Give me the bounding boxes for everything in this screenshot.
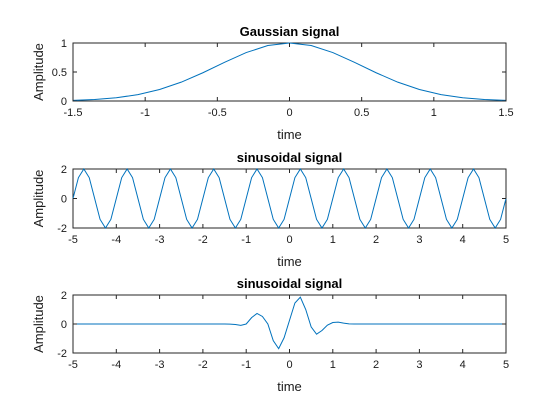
x-tick-label: -1 xyxy=(140,107,150,119)
subplot-2: -5 -4 -3 -2 -1 0 1 2 3 4 5 -2 0 2 sinusoidal signal tim… xyxy=(31,150,509,269)
x-tick-label: -4 xyxy=(111,234,121,246)
x-tick-label: 1.5 xyxy=(498,107,513,119)
y-axis-label: Amplitude xyxy=(31,43,46,101)
x-axis-label: time xyxy=(277,127,302,142)
x-tick-label: -1 xyxy=(241,234,251,246)
x-tick-label: 0.5 xyxy=(354,107,369,119)
series-line xyxy=(73,296,506,350)
x-tick-label: 2 xyxy=(373,359,379,371)
y-tick-label: -2 xyxy=(57,348,67,360)
x-tick-label: 0 xyxy=(286,107,292,119)
x-tick-label: -5 xyxy=(68,234,78,246)
x-tick-label: -5 xyxy=(68,359,78,371)
y-tick-label: 0.5 xyxy=(52,67,67,79)
x-tick-label: 1 xyxy=(431,107,437,119)
x-axis-label: time xyxy=(277,379,302,394)
chart-title: sinusoidal signal xyxy=(237,276,342,291)
x-tick-label: 4 xyxy=(460,234,466,246)
x-tick-label: -0.5 xyxy=(208,107,227,119)
x-tick-label: 1 xyxy=(330,234,336,246)
y-tick-label: 0 xyxy=(61,96,67,108)
y-tick-label: -2 xyxy=(57,223,67,235)
x-tick-label: 5 xyxy=(503,359,509,371)
x-tick-label: 2 xyxy=(373,234,379,246)
x-tick-label: -2 xyxy=(198,234,208,246)
x-tick-label: -1 xyxy=(241,359,251,371)
series-line xyxy=(72,168,507,229)
x-tick-label: -1.5 xyxy=(64,107,83,119)
x-tick-label: 3 xyxy=(416,234,422,246)
chart-title: sinusoidal signal xyxy=(237,150,342,165)
x-axis-label: time xyxy=(277,254,302,269)
x-tick-label: 5 xyxy=(503,234,509,246)
y-tick-label: 2 xyxy=(61,164,67,176)
x-tick-label: 0 xyxy=(286,234,292,246)
x-tick-label: -4 xyxy=(111,359,121,371)
y-tick-label: 0 xyxy=(61,194,67,206)
subplot-3: -5 -4 -3 -2 -1 0 1 2 3 4 5 -2 0 2 sinusoidal signal tim… xyxy=(31,276,509,394)
y-tick-label: 0 xyxy=(61,319,67,331)
axes-frame xyxy=(72,42,507,102)
x-tick-label: 4 xyxy=(460,359,466,371)
x-tick-label: -2 xyxy=(198,359,208,371)
x-tick-label: 0 xyxy=(286,359,292,371)
x-tick-label: -3 xyxy=(155,359,165,371)
x-tick-label: 3 xyxy=(416,359,422,371)
subplot-1: -1.5 -1 -0.5 0 0.5 1 1.5 0 0.5 1 Gaussian signal ti… xyxy=(31,24,514,142)
y-axis-label: Amplitude xyxy=(31,295,46,353)
y-axis-label: Amplitude xyxy=(31,170,46,228)
x-tick-label: 1 xyxy=(330,359,336,371)
x-tick-label: -3 xyxy=(155,234,165,246)
chart-title: Gaussian signal xyxy=(240,24,340,39)
y-tick-label: 2 xyxy=(61,290,67,302)
y-tick-label: 1 xyxy=(61,38,67,50)
